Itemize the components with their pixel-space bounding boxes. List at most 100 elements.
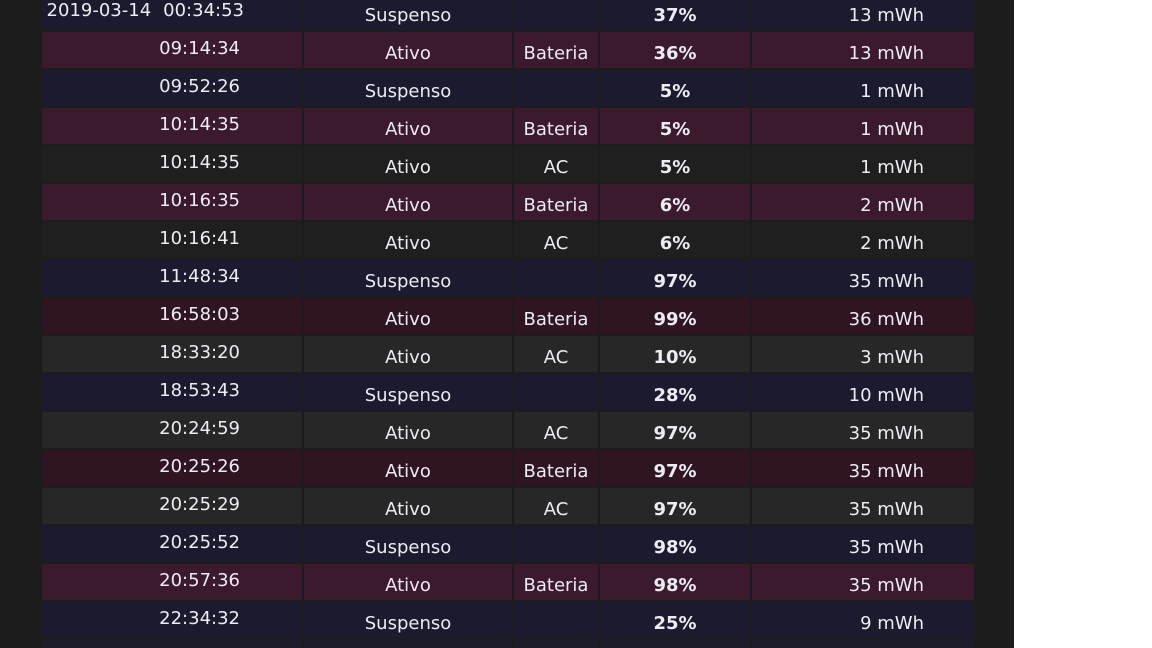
time-text: 09:14:34 xyxy=(159,38,240,59)
table-row: 20:25:29 Ativo AC 97% 35 mWh xyxy=(42,488,974,524)
time-text: 11:48:34 xyxy=(159,266,240,287)
date-text: 2019-03-14 xyxy=(46,0,152,21)
state-cell: Suspenso xyxy=(304,70,514,106)
energy-cell: 2 mWh xyxy=(860,195,924,216)
source-cell xyxy=(514,374,600,410)
source-cell: Bateria xyxy=(514,298,600,334)
time-text: 16:58:03 xyxy=(159,304,240,325)
table-row: 10:14:35 Ativo AC 5% 1 mWh xyxy=(42,146,974,182)
timestamp-cell: 09:14:34 xyxy=(42,32,304,68)
timestamp-cell: 10:16:41 xyxy=(42,222,304,258)
state-cell: Ativo xyxy=(304,146,514,182)
timestamp-cell: 20:24:59 xyxy=(42,412,304,448)
source-cell xyxy=(514,526,600,562)
timestamp-cell xyxy=(42,640,304,648)
timestamp-cell: 16:58:03 xyxy=(42,298,304,334)
time-text: 18:53:43 xyxy=(159,380,240,401)
energy-cell: 35 mWh xyxy=(848,461,924,482)
state-cell: Suspenso xyxy=(304,374,514,410)
table-row: 20:25:26 Ativo Bateria 97% 35 mWh xyxy=(42,450,974,486)
source-cell: Bateria xyxy=(514,108,600,144)
capacity-percent-cell: 5% xyxy=(600,146,752,182)
usage-history-table: 2019-03-14 00:34:53 Suspenso 37% 13 mWh … xyxy=(42,0,974,648)
timestamp-cell: 09:52:26 xyxy=(42,70,304,106)
energy-cell: 1 mWh xyxy=(860,81,924,102)
energy-cell: 13 mWh xyxy=(848,5,924,26)
source-cell xyxy=(514,602,600,638)
state-cell: Ativo xyxy=(304,298,514,334)
battery-report-panel[interactable]: 2019-03-14 00:34:53 Suspenso 37% 13 mWh … xyxy=(0,0,1014,648)
energy-cell: 2 mWh xyxy=(860,233,924,254)
capacity-percent-cell: 25% xyxy=(600,602,752,638)
source-cell: Bateria xyxy=(514,32,600,68)
energy-cell: 35 mWh xyxy=(848,423,924,444)
state-cell: Ativo xyxy=(304,222,514,258)
energy-cell xyxy=(752,640,974,648)
source-cell: Bateria xyxy=(514,450,600,486)
source-cell xyxy=(514,70,600,106)
source-cell: AC xyxy=(514,336,600,372)
table-row: 10:16:41 Ativo AC 6% 2 mWh xyxy=(42,222,974,258)
energy-cell: 35 mWh xyxy=(848,575,924,596)
time-text: 20:24:59 xyxy=(159,418,240,439)
state-cell: Ativo xyxy=(304,108,514,144)
time-text: 10:16:41 xyxy=(159,228,240,249)
timestamp-cell: 20:57:36 xyxy=(42,564,304,600)
state-cell: Ativo xyxy=(304,564,514,600)
capacity-percent-cell: 5% xyxy=(600,108,752,144)
timestamp-cell: 2019-03-14 00:34:53 xyxy=(42,0,304,30)
source-cell: AC xyxy=(514,488,600,524)
energy-cell: 9 mWh xyxy=(860,613,924,634)
timestamp-cell: 11:48:34 xyxy=(42,260,304,296)
energy-cell: 35 mWh xyxy=(848,499,924,520)
source-cell xyxy=(514,0,600,30)
time-text: 20:57:36 xyxy=(159,570,240,591)
capacity-percent-cell: 5% xyxy=(600,70,752,106)
source-cell xyxy=(514,640,600,648)
timestamp-cell: 22:34:32 xyxy=(42,602,304,638)
timestamp-cell: 20:25:52 xyxy=(42,526,304,562)
capacity-percent-cell: 97% xyxy=(600,260,752,296)
time-text: 09:52:26 xyxy=(159,76,240,97)
time-text: 10:14:35 xyxy=(159,114,240,135)
table-row: 20:57:36 Ativo Bateria 98% 35 mWh xyxy=(42,564,974,600)
time-text: 20:25:52 xyxy=(159,532,240,553)
time-text: 22:34:32 xyxy=(159,608,240,629)
energy-cell: 3 mWh xyxy=(860,347,924,368)
timestamp-cell: 10:16:35 xyxy=(42,184,304,220)
energy-cell: 13 mWh xyxy=(848,43,924,64)
table-row: 20:24:59 Ativo AC 97% 35 mWh xyxy=(42,412,974,448)
state-cell: Ativo xyxy=(304,32,514,68)
capacity-percent-cell: 99% xyxy=(600,298,752,334)
table-row: 22:34:32 Suspenso 25% 9 mWh xyxy=(42,602,974,638)
source-cell: AC xyxy=(514,222,600,258)
table-row: 2019-03-14 00:34:53 Suspenso 37% 13 mWh xyxy=(42,0,974,30)
table-row: 11:48:34 Suspenso 97% 35 mWh xyxy=(42,260,974,296)
time-text: 20:25:29 xyxy=(159,494,240,515)
time-text: 20:25:26 xyxy=(159,456,240,477)
source-cell: AC xyxy=(514,412,600,448)
capacity-percent-cell: 6% xyxy=(600,222,752,258)
table-row-partial xyxy=(42,640,974,648)
capacity-percent-cell: 97% xyxy=(600,488,752,524)
state-cell: Suspenso xyxy=(304,602,514,638)
table-row: 16:58:03 Ativo Bateria 99% 36 mWh xyxy=(42,298,974,334)
state-cell: Suspenso xyxy=(304,0,514,30)
capacity-percent-cell xyxy=(600,640,752,648)
state-cell: Suspenso xyxy=(304,526,514,562)
capacity-percent-cell: 10% xyxy=(600,336,752,372)
state-cell: Ativo xyxy=(304,336,514,372)
energy-cell: 35 mWh xyxy=(848,537,924,558)
time-text: 00:34:53 xyxy=(163,0,244,21)
capacity-percent-cell: 6% xyxy=(600,184,752,220)
source-cell: Bateria xyxy=(514,184,600,220)
table-row: 10:14:35 Ativo Bateria 5% 1 mWh xyxy=(42,108,974,144)
energy-cell: 36 mWh xyxy=(848,309,924,330)
timestamp-cell: 18:53:43 xyxy=(42,374,304,410)
timestamp-cell: 18:33:20 xyxy=(42,336,304,372)
source-cell: AC xyxy=(514,146,600,182)
source-cell: Bateria xyxy=(514,564,600,600)
time-text: 18:33:20 xyxy=(159,342,240,363)
state-cell: Ativo xyxy=(304,488,514,524)
